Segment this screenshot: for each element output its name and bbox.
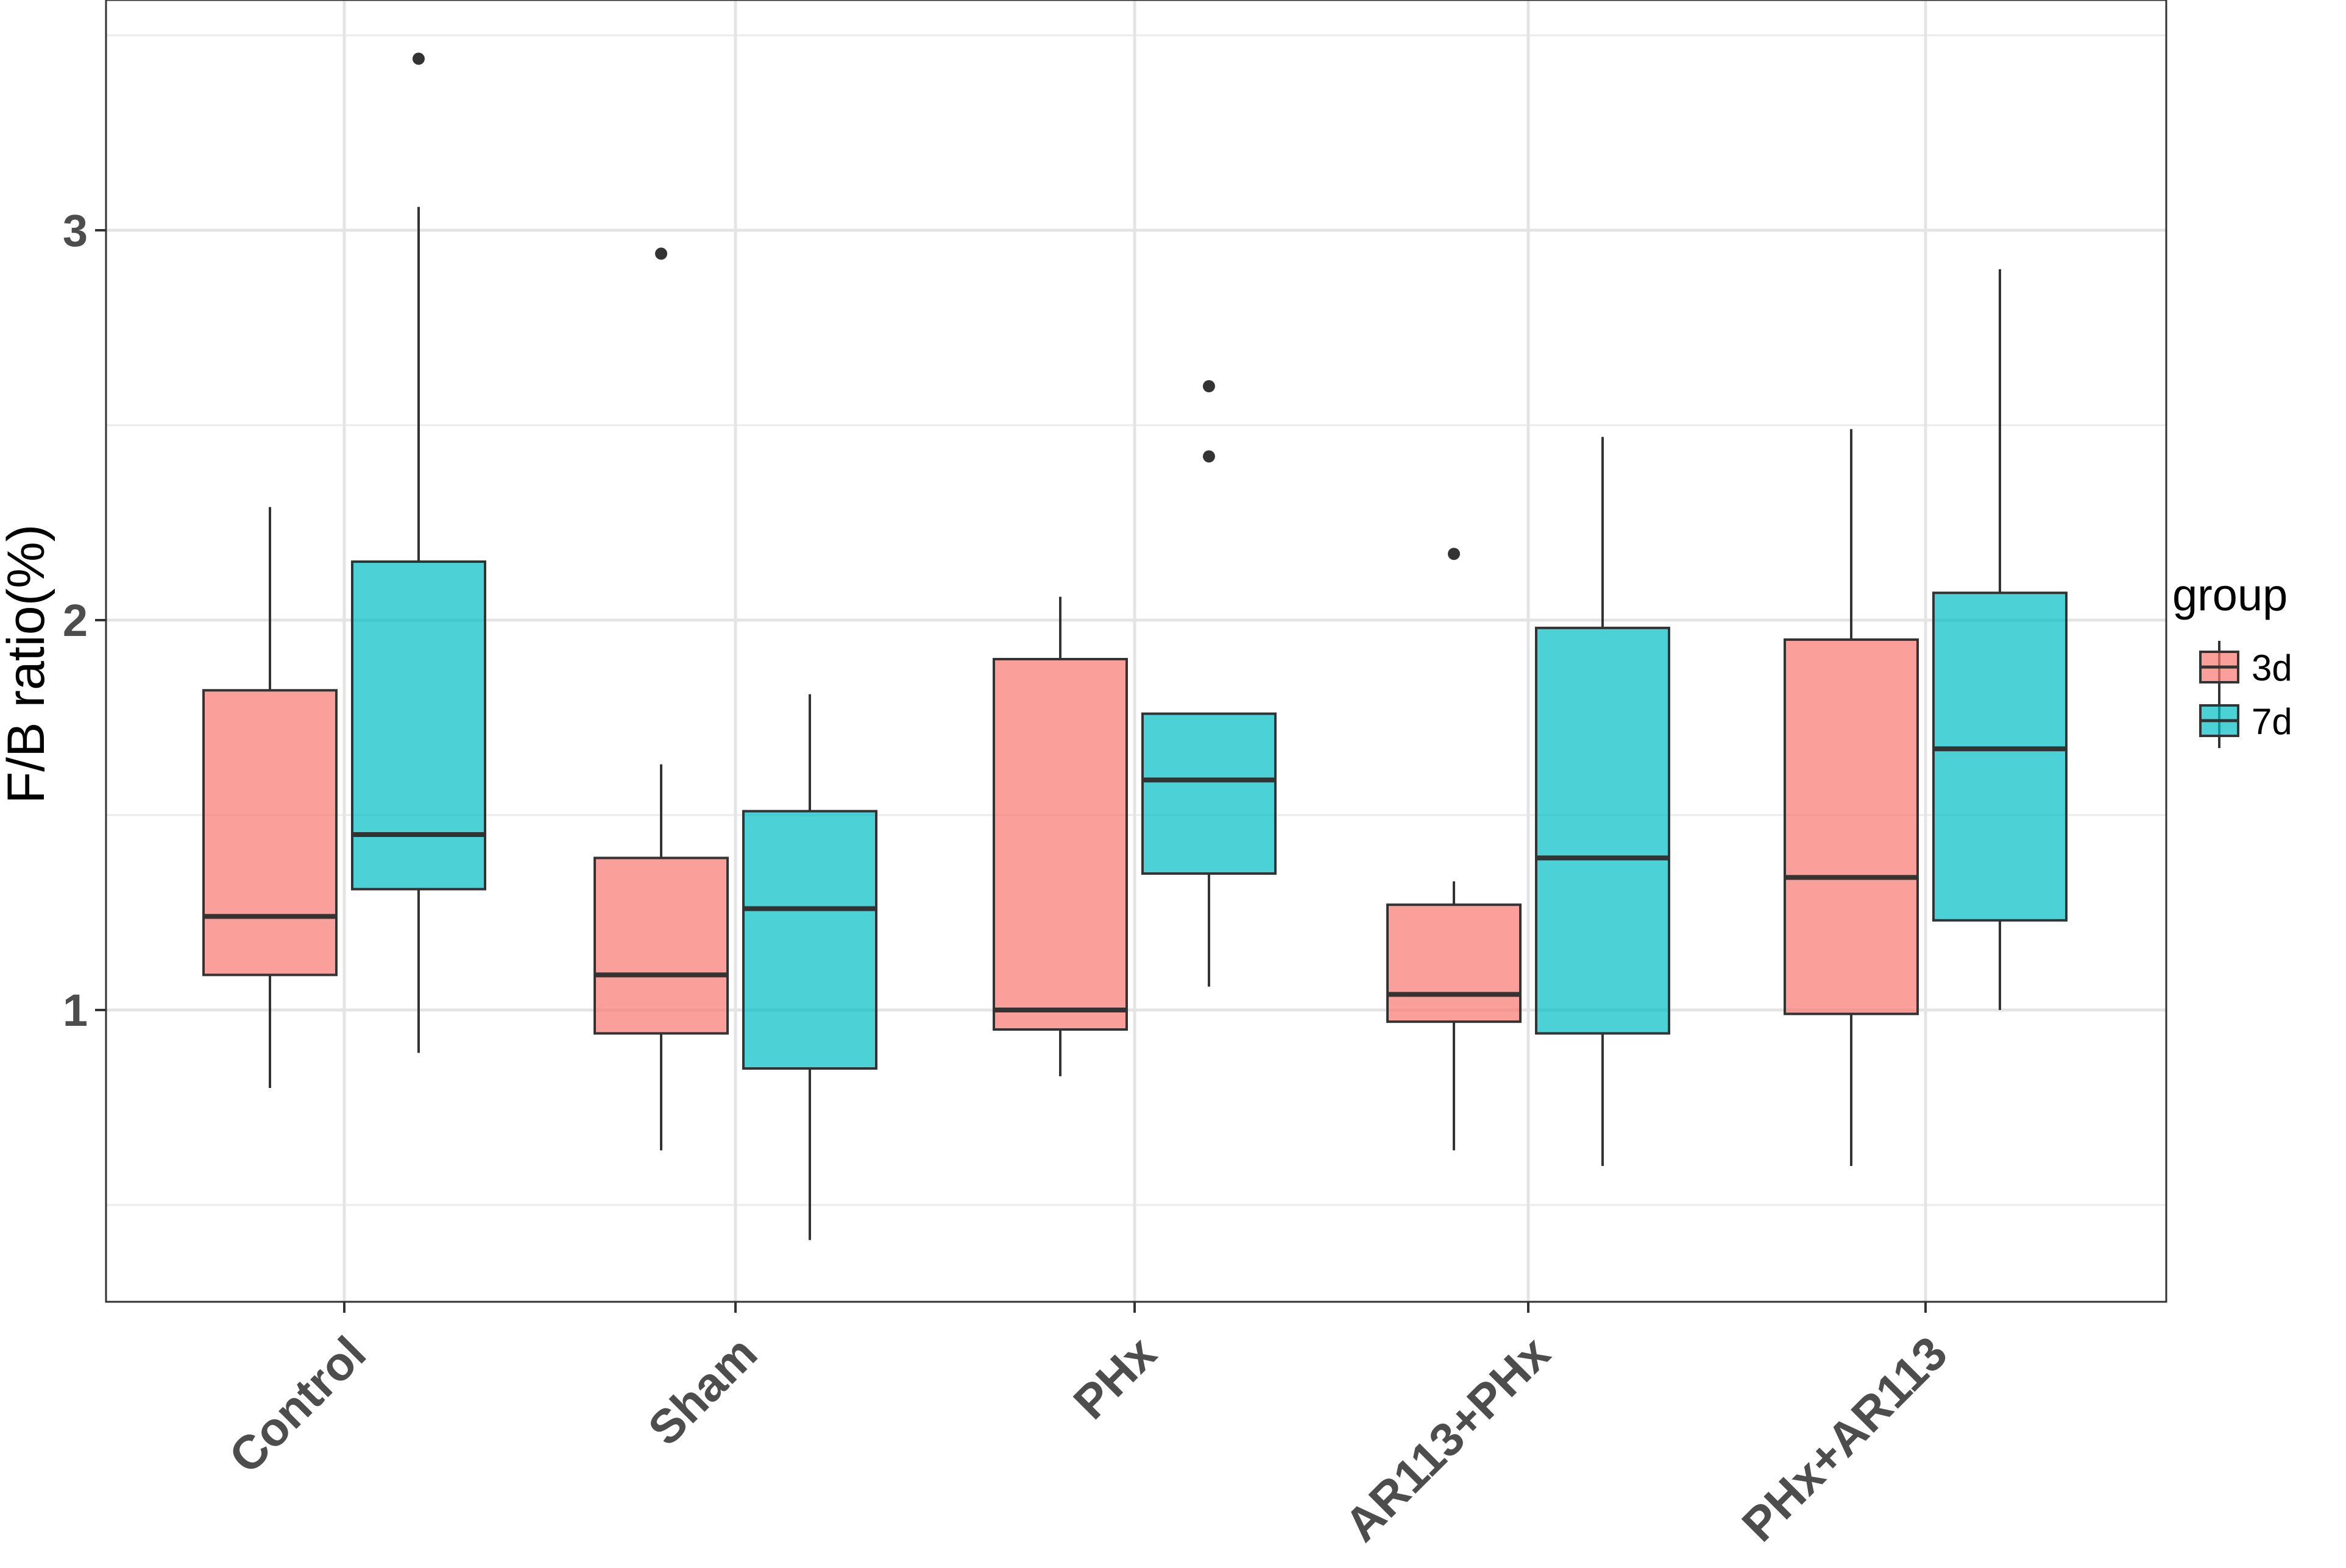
box-iqr xyxy=(1932,592,2068,922)
legend-label-3d: 3d xyxy=(2252,648,2292,688)
outlier-point xyxy=(655,247,667,260)
box-iqr xyxy=(993,658,1128,1031)
box-iqr xyxy=(351,560,486,891)
box-7d-phx-ar113 xyxy=(1932,269,2068,1010)
box-3d-phx-ar113 xyxy=(1784,429,1919,1166)
box-3d-ar113-phx xyxy=(1386,548,1522,1151)
outlier-point xyxy=(413,52,425,65)
box-iqr xyxy=(1386,903,1522,1023)
box-3d-phx xyxy=(993,596,1128,1076)
legend-title: group xyxy=(2172,570,2288,620)
box-iqr xyxy=(1784,638,1919,1015)
box-iqr xyxy=(742,810,877,1070)
outlier-point xyxy=(1203,380,1215,392)
y-axis-title: F/B ratio(%) xyxy=(0,524,55,804)
panel-border xyxy=(105,0,2167,1303)
boxes xyxy=(202,52,2068,1240)
box-7d-ar113-phx xyxy=(1535,437,1670,1166)
outlier-point xyxy=(1203,450,1215,463)
box-7d-sham xyxy=(742,694,877,1240)
box-iqr xyxy=(594,856,729,1035)
box-iqr xyxy=(202,689,338,976)
y-tick-label: 1 xyxy=(63,985,88,1036)
y-tick-label: 3 xyxy=(63,205,88,256)
box-iqr xyxy=(1141,712,1277,875)
box-3d-sham xyxy=(594,247,729,1151)
box-iqr xyxy=(1535,626,1670,1035)
y-tick-label: 2 xyxy=(63,595,88,646)
box-7d-phx xyxy=(1141,380,1277,987)
box-3d-control xyxy=(202,507,338,1088)
grid-lines xyxy=(106,0,2166,1302)
outlier-point xyxy=(1448,548,1460,560)
box-7d-control xyxy=(351,52,486,1053)
legend-label-7d: 7d xyxy=(2252,701,2292,742)
